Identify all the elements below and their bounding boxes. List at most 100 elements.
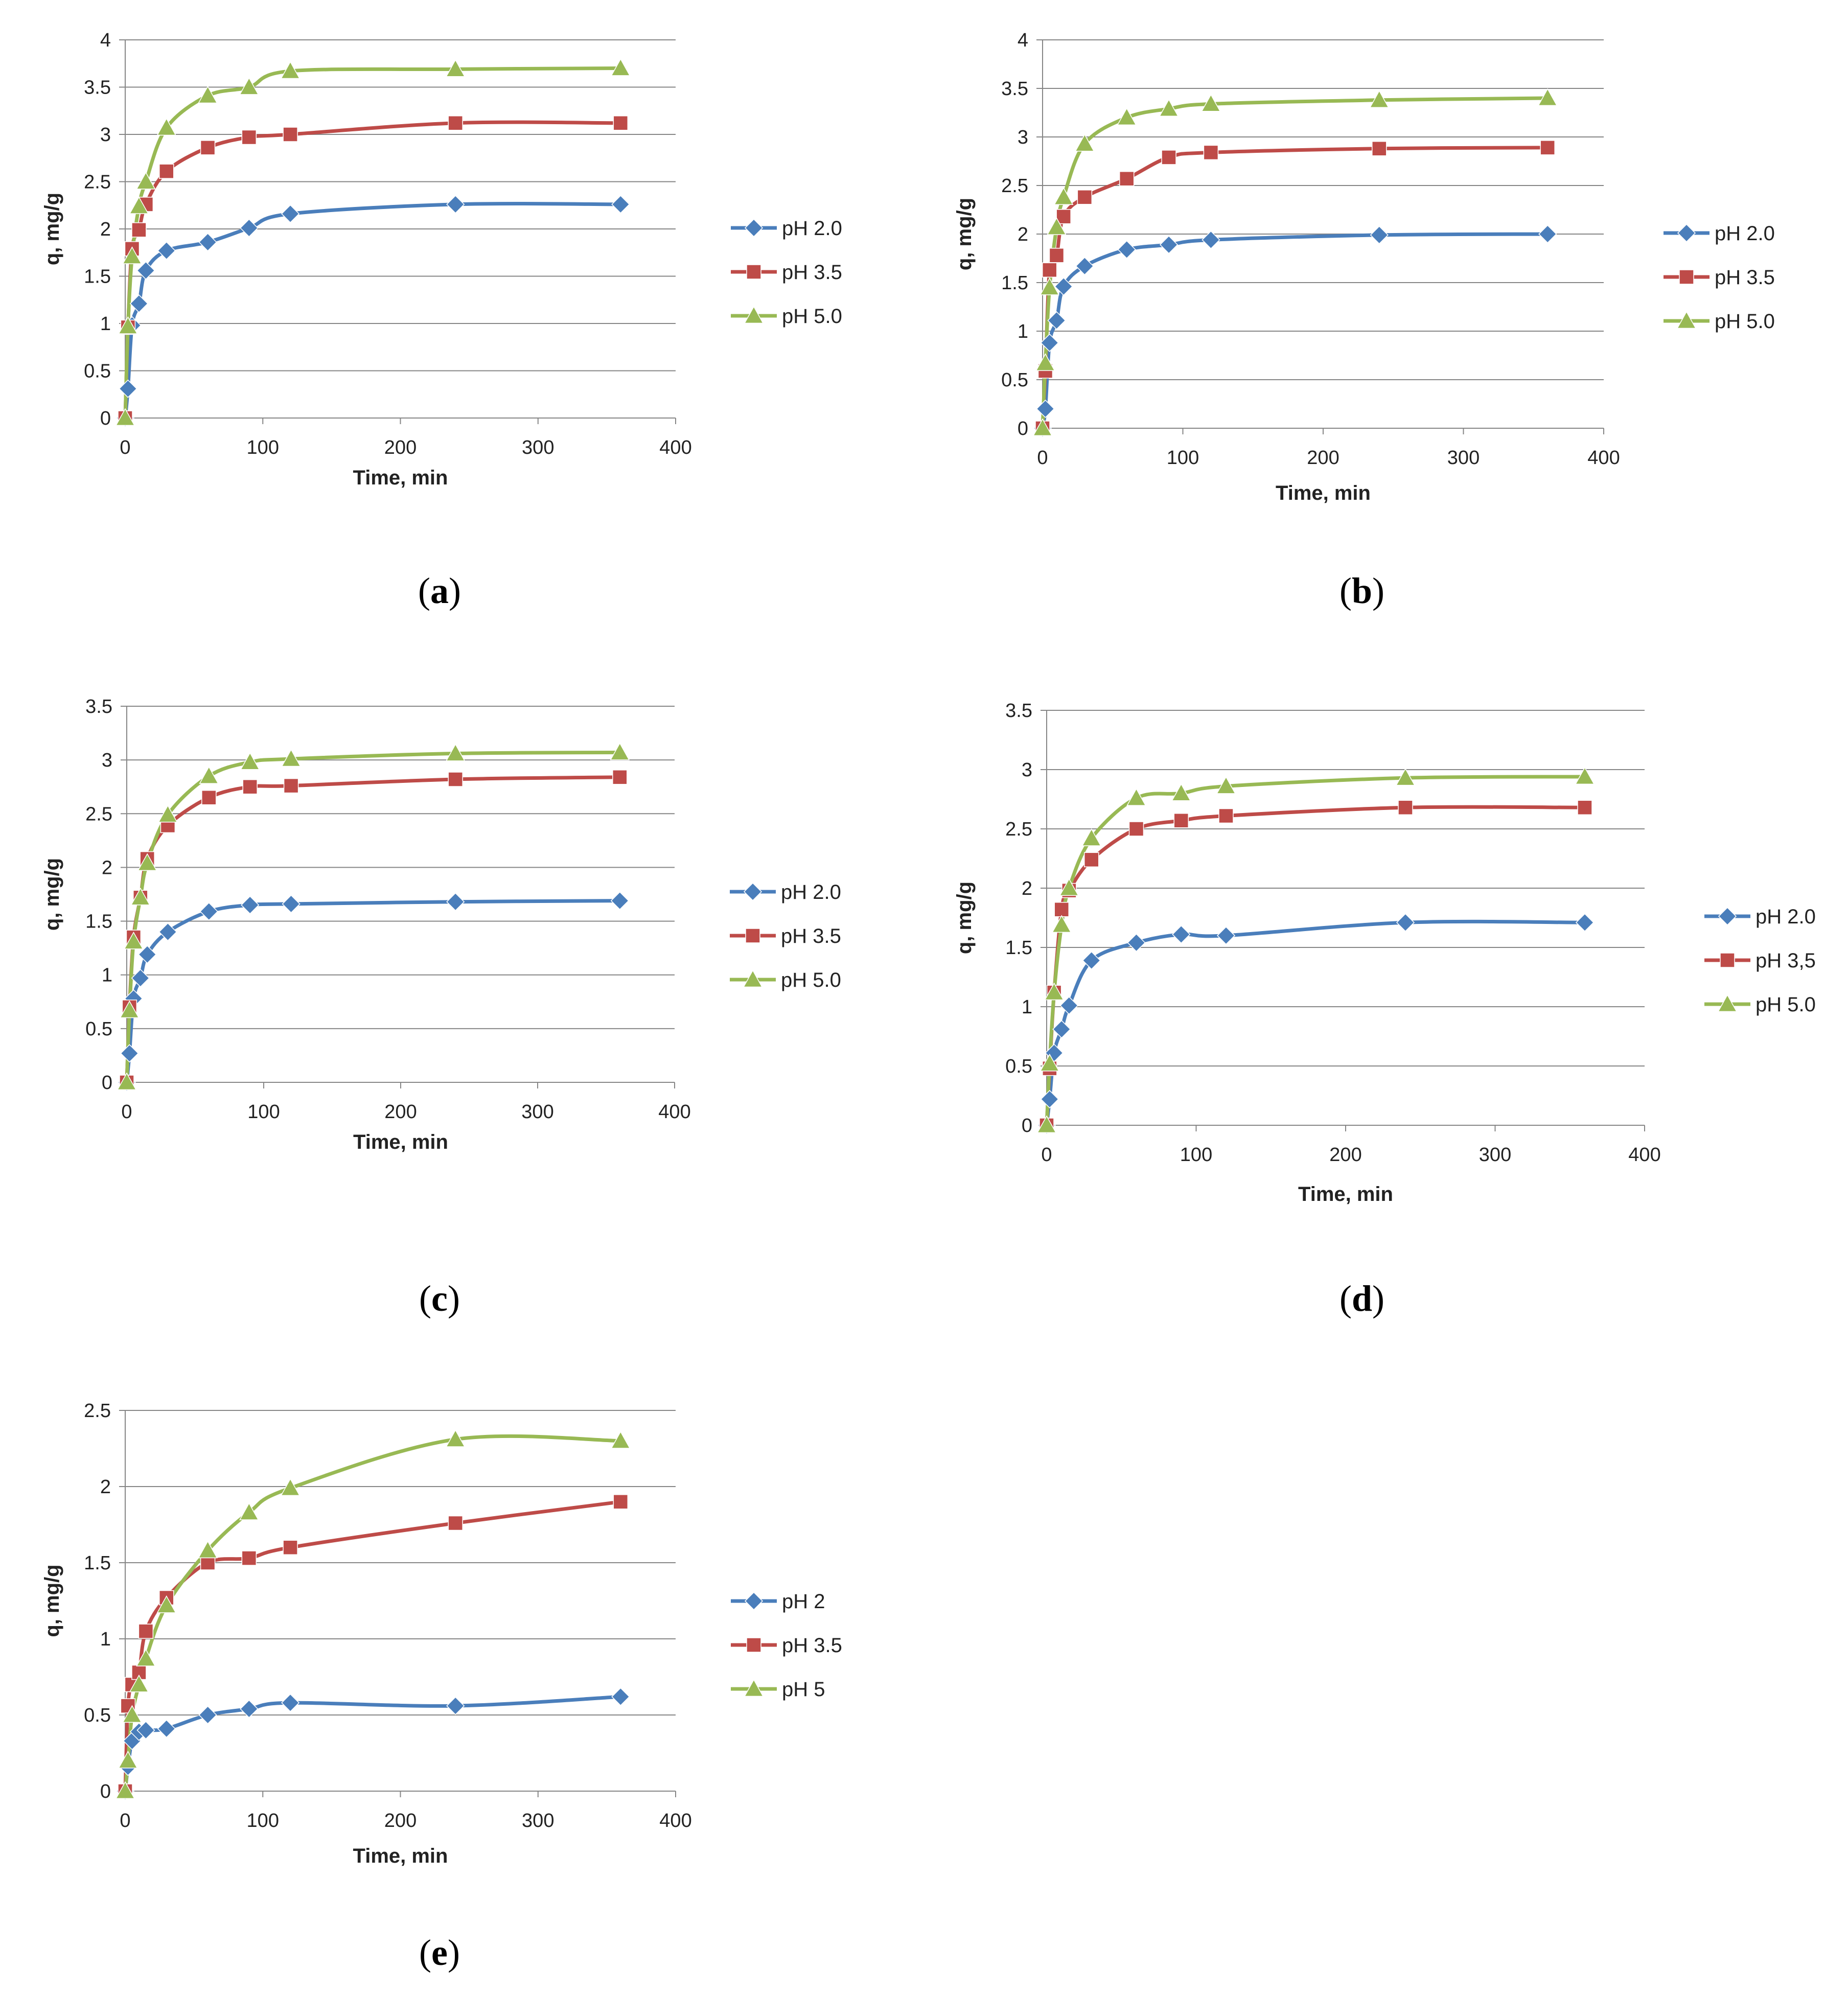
y-tick-label: 1 (1018, 321, 1028, 342)
legend-marker (1718, 907, 1737, 926)
data-point-e-2-6 (198, 1540, 218, 1559)
x-axis-title: Time, min (353, 467, 448, 489)
x-axis-title: Time, min (353, 1131, 448, 1153)
data-point-b-0-10 (1538, 224, 1557, 244)
data-point-b-0-6 (1117, 240, 1136, 259)
y-tick-label: 0.5 (1001, 369, 1028, 391)
x-tick-label: 400 (659, 1810, 691, 1831)
data-point-d-0-9 (1396, 913, 1415, 932)
data-point-d-2-6 (1126, 788, 1146, 806)
x-tick-label: 300 (1479, 1144, 1511, 1166)
legend-entry-label: pH 2.0 (1755, 906, 1816, 928)
y-tick-label: 4 (100, 30, 111, 51)
data-point-c-0-3 (131, 968, 150, 988)
data-point-c-0-8 (282, 894, 301, 913)
legend-entry-label: pH 5.0 (1755, 993, 1816, 1016)
legend-marker (746, 264, 761, 280)
data-point-d-0-10 (1575, 913, 1595, 932)
y-tick-label: 3 (1022, 759, 1032, 781)
legend-entry-label: pH 5.0 (781, 969, 841, 991)
y-tick-label: 1 (102, 965, 112, 986)
y-tick-label: 2 (100, 1476, 111, 1498)
data-point-e-2-3 (129, 1674, 149, 1692)
x-tick-label: 300 (522, 1810, 554, 1831)
y-tick-label: 2 (1022, 878, 1032, 899)
legend-entry-label: pH 3.5 (782, 1634, 842, 1657)
data-point-e-0-8 (281, 1694, 300, 1712)
data-point-b-1-6 (1119, 171, 1135, 187)
series-line-c-2 (125, 750, 622, 1084)
data-point-b-1-10 (1540, 140, 1555, 155)
x-tick-label: 0 (120, 1810, 130, 1831)
y-tick-label: 2 (100, 219, 111, 240)
x-tick-label: 400 (1587, 447, 1620, 469)
x-tick-label: 400 (658, 1101, 690, 1123)
data-point-e-0-10 (611, 1687, 630, 1706)
data-point-d-2-7 (1171, 783, 1191, 801)
x-tick-label: 300 (521, 1101, 553, 1123)
legend-entry-label: pH 3,5 (1755, 949, 1816, 972)
legend-entry-label: pH 3.5 (781, 925, 841, 947)
panel-label-close: ) (1372, 570, 1385, 611)
panel-label-close: ) (447, 1932, 460, 1973)
data-point-a-2-0 (115, 408, 135, 426)
data-point-e-0-6 (198, 1705, 217, 1725)
data-point-b-0-9 (1370, 225, 1389, 244)
y-tick-label: 2.5 (84, 1400, 111, 1422)
data-point-e-2-2 (122, 1705, 142, 1723)
x-tick-label: 300 (1447, 447, 1480, 469)
data-point-d-1-10 (1577, 800, 1592, 815)
series-line-b-2 (1041, 96, 1550, 430)
data-point-c-2-3 (130, 887, 151, 906)
data-point-d-1-5 (1084, 852, 1099, 868)
data-point-d-1-9 (1398, 800, 1413, 815)
data-point-a-2-5 (156, 118, 177, 136)
panel-label-letter: b (1351, 570, 1373, 611)
panel-label-b: (b) (1339, 570, 1384, 612)
data-point-d-1-6 (1128, 821, 1144, 837)
data-point-d-1-7 (1173, 813, 1189, 828)
x-tick-label: 0 (1037, 447, 1048, 469)
panel-b: 0 0.5 1 1.5 2 2.5 3 3.5 4 0 100 200 300 400 Time, min q… (953, 30, 1775, 504)
data-point-b-0-3 (1047, 311, 1066, 330)
data-point-d-2-10 (1575, 767, 1595, 785)
panel-label-close: ) (1372, 1278, 1385, 1319)
data-point-d-0-8 (1216, 926, 1236, 945)
data-point-c-0-5 (158, 922, 177, 941)
panel-a: 0 0.5 1 1.5 2 2.5 3 3.5 4 0 100 200 300 400 Time, min q… (41, 30, 842, 489)
legend-entry-label: pH 5.0 (782, 305, 842, 328)
data-point-e-2-4 (136, 1649, 156, 1666)
x-tick-label: 400 (1628, 1144, 1660, 1166)
data-point-c-2-4 (137, 853, 157, 871)
series-line-d-0 (1045, 919, 1587, 1127)
x-tick-label: 0 (1041, 1144, 1052, 1166)
data-point-b-1-8 (1203, 145, 1219, 160)
data-point-a-0-7 (240, 219, 259, 238)
legend-entry-label: pH 3.5 (1715, 266, 1775, 289)
data-point-c-0-4 (138, 945, 157, 964)
legend-marker (743, 882, 763, 901)
data-point-a-0-8 (281, 204, 300, 223)
panel-label-c: (c) (419, 1278, 460, 1320)
panel-label-close: ) (449, 570, 461, 611)
data-point-b-1-5 (1077, 190, 1093, 205)
series-line-e-1 (123, 1500, 622, 1793)
series-line-b-1 (1041, 146, 1550, 430)
data-point-e-2-0 (115, 1781, 135, 1799)
y-tick-label: 0.5 (1005, 1056, 1032, 1077)
data-point-d-2-5 (1081, 828, 1102, 846)
y-axis-title: q, mg/g (953, 198, 976, 270)
legend-entry-label: pH 5 (782, 1678, 825, 1701)
data-point-c-2-6 (199, 766, 219, 784)
data-point-c-1-8 (283, 778, 299, 794)
data-point-c-2-10 (610, 742, 630, 760)
data-point-c-1-9 (448, 772, 463, 787)
x-tick-label: 100 (247, 1101, 280, 1123)
y-tick-label: 1.5 (1005, 937, 1032, 959)
y-tick-label: 0 (1022, 1115, 1032, 1137)
y-tick-label: 2 (102, 857, 112, 878)
data-point-a-1-8 (283, 127, 298, 142)
x-tick-label: 200 (1329, 1144, 1361, 1166)
series-line-e-0 (123, 1695, 622, 1793)
